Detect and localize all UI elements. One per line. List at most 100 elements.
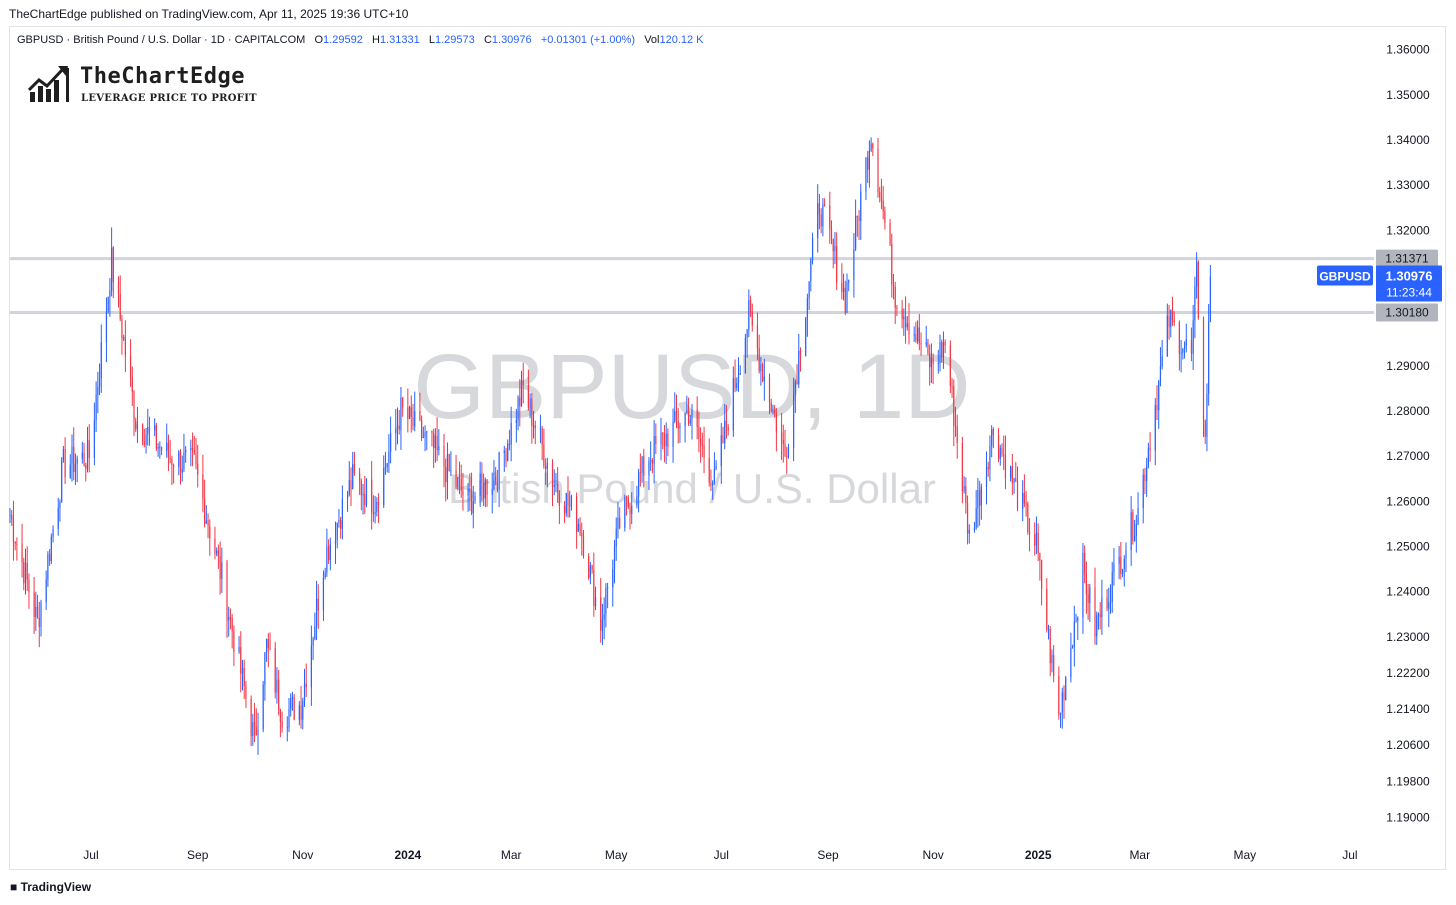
candle-body [71,446,73,465]
candle-body [443,446,445,468]
candle-body [1016,481,1019,509]
candle-body [930,357,932,368]
candle-body [426,431,428,433]
candle-body [303,683,306,702]
candle-body [1010,466,1012,479]
candle-body [264,652,266,685]
candle-body [732,378,734,431]
candle-body [269,647,271,649]
candle-body [467,488,469,496]
level-tag-label-2: 1.30180 [1385,305,1429,319]
candle-body [28,579,30,593]
candle-body [737,374,740,384]
candle-body [662,432,664,434]
candle-body [903,316,905,320]
candle-body [1149,447,1151,451]
tradingview-brand[interactable]: ■ TradingView [10,880,91,894]
candle-body [749,299,752,313]
candle-body [207,520,209,527]
candle-body [915,334,917,342]
candle-body [479,473,481,496]
candle-body [727,426,729,431]
candle-body [290,698,292,709]
candle-body [359,473,361,481]
candle-body [787,447,790,458]
candle-body [1106,597,1108,609]
candle-body [780,432,783,440]
candle-body [257,729,259,736]
candle-body [663,433,666,446]
candle-body [1125,550,1127,559]
candle-body [181,468,183,473]
candle-body [95,394,97,421]
candle-body [107,296,109,312]
candle-body [338,519,340,523]
candle-body [274,648,276,693]
watermark-subtitle: British Pound / U.S. Dollar [448,465,936,512]
candle-body [148,427,151,431]
volume-value: 120.12 K [659,34,704,46]
candle-body [395,428,397,434]
candle-body [112,247,114,283]
candle-body [817,203,819,239]
candle-body [298,705,300,720]
candle-body [491,489,493,495]
candle-body [11,515,13,520]
candle-body [154,425,156,431]
symbol-legend: GBPUSD · British Pound / U.S. Dollar · 1… [17,34,704,46]
candle-body [1087,594,1089,603]
candle-body [954,425,957,427]
y-tick-label: 1.19000 [1386,810,1430,824]
candle-body [1073,621,1075,647]
candle-body [503,450,505,453]
candle-body [763,376,765,382]
candle-body [470,492,473,514]
candle-body [1156,405,1158,411]
candle-body [901,308,903,320]
candle-body [672,421,674,447]
candle-body [36,606,39,618]
candle-body [1180,352,1182,354]
candle-body [462,490,464,496]
candle-body [576,496,578,532]
candle-body [505,450,507,462]
candle-body [1196,262,1198,287]
candle-body [434,435,436,449]
candle-body [834,246,836,252]
candle-body [421,419,423,438]
candle-body [33,592,35,617]
x-tick-label: Mar [1129,848,1150,862]
candle-body [588,556,590,578]
logo-name: TheChartEdge [80,64,245,89]
candle-body [927,342,929,354]
candle-body [1041,560,1043,589]
candle-body [651,460,653,464]
candle-body [97,387,99,395]
candle-body [204,498,206,524]
candle-body [641,456,643,474]
candle-body [925,342,927,345]
candle-body [1089,587,1091,603]
candle-body [372,511,374,515]
candle-body [712,482,714,486]
candle-body [882,200,884,212]
y-tick-label: 1.24000 [1386,585,1430,599]
candle-body [918,327,920,344]
candle-body [1022,493,1024,509]
candle-body [1168,315,1170,328]
candle-body [173,465,175,467]
candle-body [183,452,185,469]
candle-body [1194,286,1196,321]
candle-body [880,197,883,201]
candle-body [241,668,244,674]
candle-body [117,282,120,295]
y-tick-label: 1.29000 [1386,359,1430,373]
candle-body [302,701,304,720]
candle-body [1147,447,1149,466]
x-tick-label: Nov [922,848,943,862]
candle-body [867,157,869,170]
candle-body [1061,692,1063,713]
candle-body [904,316,907,328]
candle-body [846,282,848,313]
